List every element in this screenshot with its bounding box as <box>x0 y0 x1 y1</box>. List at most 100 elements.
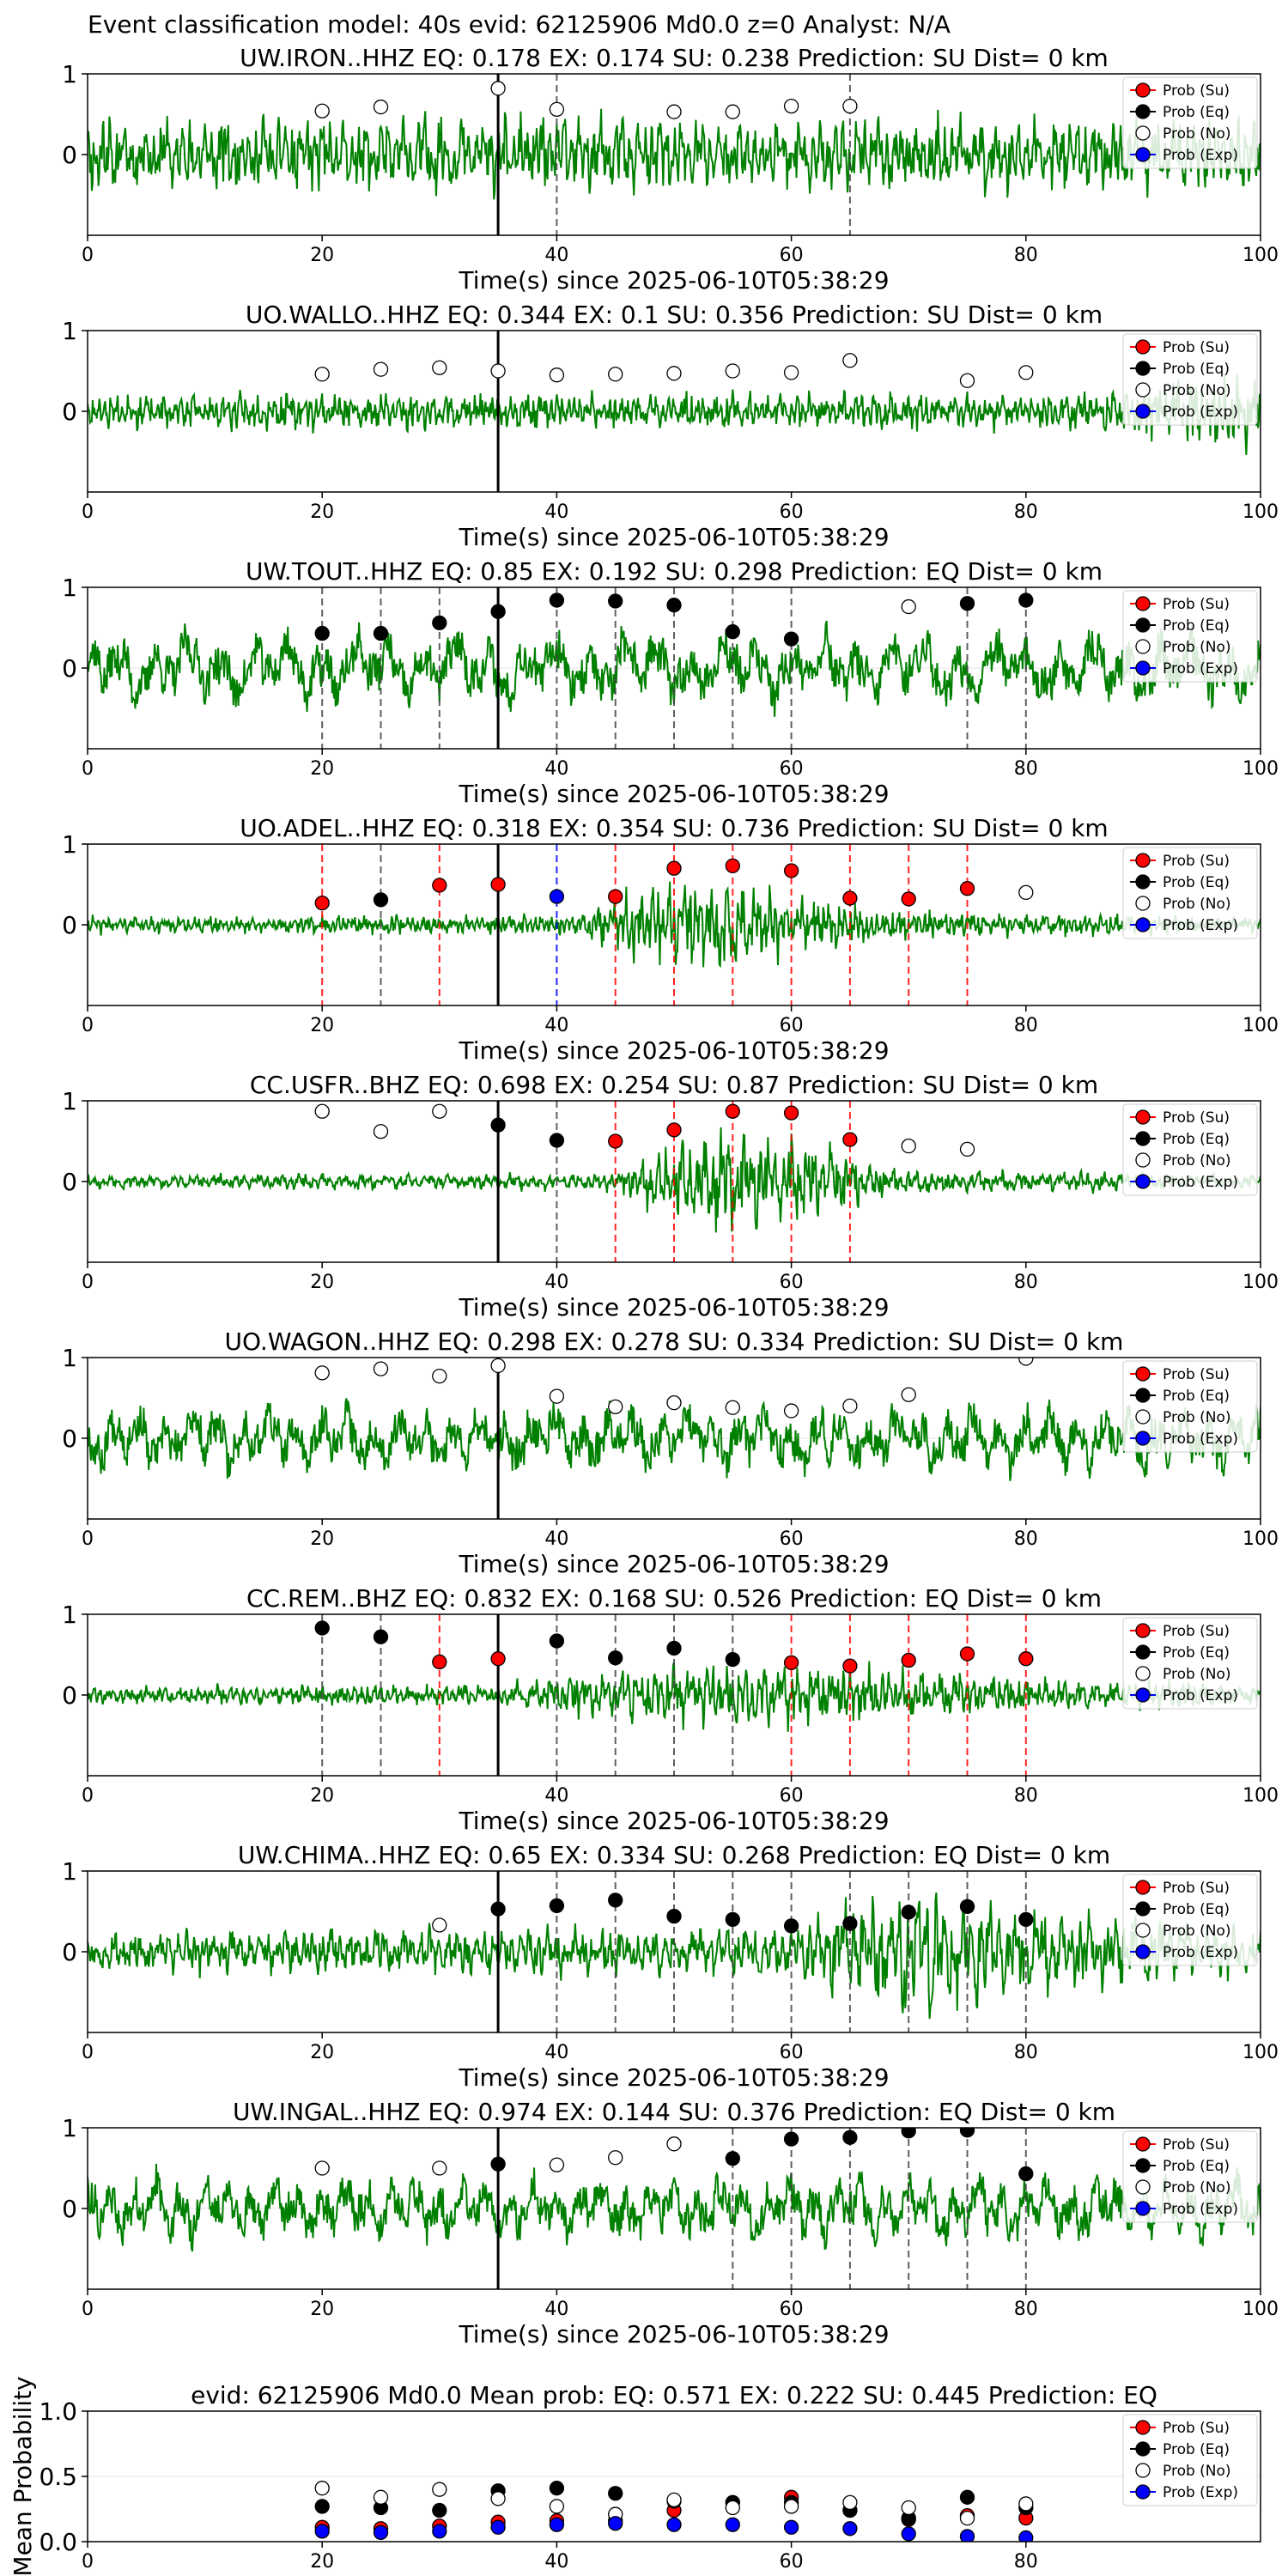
legend-box <box>1122 590 1258 683</box>
legend-box <box>1122 76 1258 169</box>
mean-prob-marker-no-7 <box>725 2500 740 2516</box>
prob-marker-no-0 <box>432 1917 447 1933</box>
prob-marker-no-10 <box>901 1387 916 1402</box>
prob-marker-no-0 <box>314 367 330 382</box>
legend-marker-no <box>1135 2463 1151 2478</box>
plot-area <box>88 1871 1261 2032</box>
prob-marker-no-4 <box>549 368 565 383</box>
legend-marker-no <box>1135 1152 1151 1168</box>
subplot-title: CC.USFR..BHZ EQ: 0.698 EX: 0.254 SU: 0.8… <box>250 1071 1098 1099</box>
x-tick-label-3: 60 <box>780 1272 804 1293</box>
legend-label-eq: Prob (Eq) <box>1163 2158 1230 2175</box>
prob-marker-no-9 <box>842 1398 858 1414</box>
subplot-title: UO.WALLO..HHZ EQ: 0.344 EX: 0.1 SU: 0.35… <box>246 301 1103 329</box>
x-tick-label-3: 60 <box>780 501 804 523</box>
legend-marker-exp <box>1135 404 1151 419</box>
subplot-7: UW.CHIMA..HHZ EQ: 0.65 EX: 0.334 SU: 0.2… <box>62 1841 1279 2092</box>
legend-label-eq: Prob (Eq) <box>1163 1388 1230 1405</box>
y-tick-label-1: 1 <box>62 1344 77 1372</box>
prob-marker-eq-4 <box>666 1908 682 1924</box>
x-tick-label-4: 80 <box>1014 1272 1038 1293</box>
prob-marker-eq-7 <box>725 624 740 640</box>
legend-box <box>1122 1617 1258 1710</box>
plot-area <box>88 331 1261 492</box>
waveform-trace <box>88 2163 1261 2252</box>
prob-marker-no-10 <box>901 1138 916 1154</box>
legend-marker-no <box>1135 1409 1151 1425</box>
legend-marker-eq <box>1135 1644 1151 1660</box>
prob-marker-no-3 <box>549 2157 565 2172</box>
x-tick-label-1: 20 <box>310 501 334 523</box>
x-tick-label-5: 100 <box>1242 501 1279 523</box>
legend-marker-eq <box>1135 361 1151 376</box>
prob-marker-no-6 <box>666 366 682 381</box>
waveform-trace <box>88 1127 1261 1233</box>
legend-box <box>1122 1874 1258 1966</box>
legend-marker-exp <box>1135 1944 1151 1959</box>
x-tick-label-2: 40 <box>544 1272 568 1293</box>
prob-marker-eq-3 <box>608 1893 623 1908</box>
legend-label-eq: Prob (Eq) <box>1163 1901 1230 1918</box>
x-tick-label-5: 100 <box>1242 1272 1279 1293</box>
y-tick-label-1: 1 <box>62 60 77 88</box>
prob-marker-no-8 <box>783 365 799 380</box>
mean-prob-marker-exp-6 <box>666 2517 682 2532</box>
legend-marker-no <box>1135 639 1151 654</box>
legend-label-no: Prob (No) <box>1163 896 1231 913</box>
mean-prob-marker-no-6 <box>666 2492 682 2508</box>
prob-marker-no-0 <box>314 103 330 118</box>
mean-prob-marker-no-1 <box>373 2489 389 2505</box>
mean-prob-marker-eq-4 <box>549 2481 565 2496</box>
x-tick-label-1: 20 <box>310 1015 334 1036</box>
prob-marker-su-9 <box>842 890 858 906</box>
prob-marker-su-8 <box>783 863 799 878</box>
x-tick-label-2: 40 <box>544 501 568 523</box>
legend-marker-no <box>1135 1666 1151 1681</box>
legend-marker-su <box>1135 1623 1151 1638</box>
legend-label-no: Prob (No) <box>1163 1666 1231 1683</box>
x-tick-label-3: 60 <box>780 758 804 780</box>
prob-marker-no-11 <box>1018 365 1034 380</box>
prob-marker-no-7 <box>725 363 740 379</box>
legend-box <box>1122 2130 1258 2223</box>
legend-box <box>1122 333 1258 426</box>
x-tick-label-0: 0 <box>82 2551 94 2573</box>
x-tick-label-0: 0 <box>82 1272 94 1293</box>
x-tick-label-4: 80 <box>1014 1015 1038 1036</box>
x-axis-label: Time(s) since 2025-06-10T05:38:29 <box>458 1550 889 1578</box>
mean-prob-marker-eq-2 <box>432 2502 447 2518</box>
x-tick-label-5: 100 <box>1242 245 1279 266</box>
legend-marker-no <box>1135 125 1151 141</box>
prob-marker-eq-9 <box>901 2128 916 2139</box>
prob-marker-no-2 <box>432 1103 447 1119</box>
legend-marker-eq <box>1135 2158 1151 2173</box>
x-tick-label-1: 20 <box>310 1528 334 1550</box>
plot-area <box>88 1614 1261 1776</box>
waveform-trace <box>88 881 1261 969</box>
legend-marker-eq <box>1135 617 1151 633</box>
prob-marker-no-5 <box>608 1399 623 1414</box>
plot-area <box>88 844 1261 1005</box>
prob-marker-su-10 <box>901 1652 916 1668</box>
mean-prob-marker-exp-4 <box>549 2517 565 2532</box>
subplot-1: UO.WALLO..HHZ EQ: 0.344 EX: 0.1 SU: 0.35… <box>62 301 1279 551</box>
prob-marker-eq-0 <box>314 625 330 641</box>
waveform-trace <box>88 108 1261 200</box>
x-tick-label-1: 20 <box>310 2042 334 2063</box>
prob-marker-no-1 <box>432 2160 447 2176</box>
legend: Prob (Su) Prob (Eq) Prob (No) Prob (Exp) <box>1122 847 1258 939</box>
legend: Prob (Su) Prob (Eq) Prob (No) Prob (Exp) <box>1122 1103 1258 1196</box>
legend-label-su: Prob (Su) <box>1163 1880 1230 1897</box>
prob-marker-eq-7 <box>842 1916 858 1931</box>
x-tick-label-4: 80 <box>1014 2551 1038 2573</box>
y-tick-label-0: 0 <box>62 1168 77 1196</box>
x-tick-label-3: 60 <box>780 2042 804 2063</box>
legend-marker-eq <box>1135 1131 1151 1146</box>
subplot-2: UW.TOUT..HHZ EQ: 0.85 EX: 0.192 SU: 0.29… <box>62 557 1279 808</box>
x-axis-label: Time(s) since 2025-06-10T05:38:29 <box>458 2063 889 2092</box>
plot-area <box>88 587 1261 749</box>
legend-marker-su <box>1135 82 1151 98</box>
legend-marker-eq <box>1135 874 1151 890</box>
legend-label-eq: Prob (Eq) <box>1163 2441 1230 2458</box>
subplot-4: CC.USFR..BHZ EQ: 0.698 EX: 0.254 SU: 0.8… <box>62 1071 1279 1321</box>
